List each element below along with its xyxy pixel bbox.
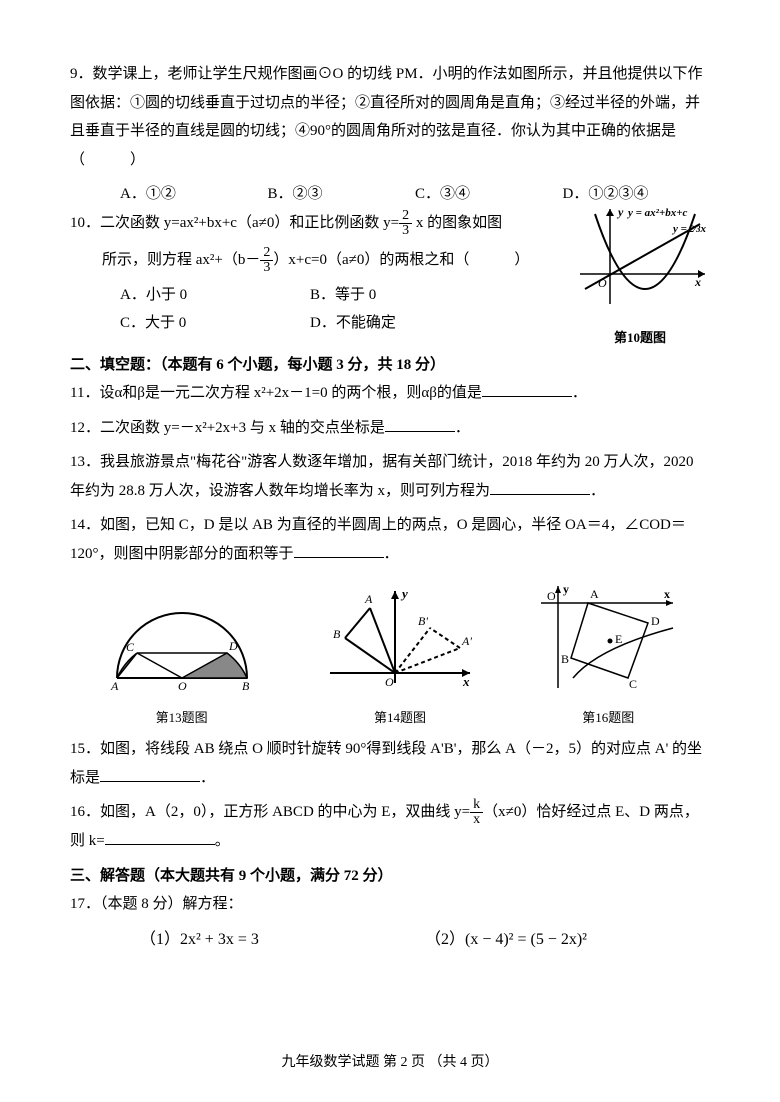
rotation-graph-icon: A B A' B' O x y	[320, 583, 480, 693]
q9-options: A．①② B．②③ C．③④ D．①②③④	[70, 180, 710, 209]
blank	[482, 381, 572, 397]
q10-line2b: ）x+c=0（a≠0）的两根之和（ ）	[273, 252, 529, 268]
q9-num: 9．	[70, 66, 93, 82]
fraction-2-3: 23	[260, 246, 273, 275]
blank	[294, 542, 384, 558]
question-15: 15．如图，将线段 AB 绕点 O 顺时针旋转 90°得到线段 A'B'，那么 …	[70, 735, 710, 792]
question-17: 17．（本题 8 分）解方程：	[70, 890, 710, 919]
svg-text:O: O	[385, 675, 394, 689]
svg-text:A': A'	[461, 634, 472, 648]
svg-text:B': B'	[418, 614, 428, 628]
q10-figure: O x y y = ax²+bx+c y = 2⁄3x 第10题图	[570, 204, 710, 351]
svg-text:C: C	[629, 677, 637, 691]
svg-text:O: O	[598, 276, 607, 290]
fig-14: A B A' B' O x y 第14题图	[320, 583, 480, 730]
blank	[105, 829, 215, 845]
blank	[100, 766, 200, 782]
q11-num: 11．	[70, 385, 99, 401]
question-13: 13．我县旅游景点"梅花谷"游客人数逐年增加，据有关部门统计，2018 年约为 …	[70, 448, 710, 505]
svg-text:y: y	[400, 586, 408, 601]
semicircle-shaded-icon: A B C D O	[97, 593, 267, 693]
svg-text:O: O	[178, 679, 187, 693]
q10-line1b: x 的图象如图	[412, 215, 502, 231]
fig-16: O A D C B E x y 第16题图	[533, 578, 683, 730]
fig16-caption: 第16题图	[533, 706, 683, 731]
q17-eq1: （1）2x² + 3x = 3	[140, 925, 425, 955]
question-14: 14．如图，已知 C，D 是以 AB 为直径的半圆周上的两点，O 是圆心，半径 …	[70, 511, 710, 568]
svg-text:O: O	[547, 589, 556, 603]
question-12: 12．二次函数 y=－x²+2x+3 与 x 轴的交点坐标是．	[70, 414, 710, 443]
q10-options: A．小于 0 C．大于 0 B．等于 0 D．不能确定	[70, 281, 500, 338]
q10-opt-a: A．小于 0	[120, 281, 310, 310]
svg-text:x: x	[694, 275, 701, 289]
fig14-caption: 第14题图	[320, 706, 480, 731]
q16-num: 16．	[70, 804, 100, 820]
svg-text:A: A	[590, 587, 599, 601]
q10-line1a: 二次函数 y=ax²+bx+c（a≠0）和正比例函数 y=	[100, 215, 399, 231]
q17-eq2: （2）(x − 4)² = (5 − 2x)²	[425, 925, 710, 955]
square-hyperbola-icon: O A D C B E x y	[533, 578, 683, 693]
q12-num: 12．	[70, 420, 100, 436]
q10-fig-caption: 第10题图	[570, 326, 710, 351]
svg-text:y = 2⁄3x: y = 2⁄3x	[671, 223, 707, 235]
fig13-caption: 第13题图	[97, 706, 267, 731]
page-footer: 九年级数学试题 第 2 页 （共 4 页）	[0, 1050, 780, 1077]
q15-num: 15．	[70, 741, 100, 757]
q10-line2a: 所示，则方程 ax²+（b－	[102, 252, 260, 268]
q12-text: 二次函数 y=－x²+2x+3 与 x 轴的交点坐标是	[100, 420, 385, 436]
q10-num: 10．	[70, 215, 100, 231]
svg-text:A: A	[364, 592, 373, 606]
q9-opt-b: B．②③	[268, 180, 416, 209]
q9-opt-c: C．③④	[415, 180, 563, 209]
section-3-title: 三、解答题（本大题共有 9 个小题，满分 72 分）	[70, 862, 710, 891]
blank	[385, 416, 455, 432]
q9-opt-d: D．①②③④	[563, 180, 711, 209]
q17-num: 17．	[70, 896, 100, 912]
parabola-graph-icon: O x y y = ax²+bx+c y = 2⁄3x	[570, 204, 710, 314]
fraction-k-x: kx	[470, 798, 483, 827]
figure-row: A B C D O 第13题图 A B A' B' O x y 第1	[70, 578, 710, 730]
q9-opt-a: A．①②	[120, 180, 268, 209]
fraction-2-3: 23	[399, 209, 412, 238]
q17-equations: （1）2x² + 3x = 3 （2）(x − 4)² = (5 − 2x)²	[70, 925, 710, 955]
svg-text:A: A	[110, 679, 119, 693]
svg-text:B: B	[333, 627, 341, 641]
question-9: 9．数学课上，老师让学生尺规作图画⊙O 的切线 PM．小明的作法如图所示，并且他…	[70, 60, 710, 174]
svg-text:B: B	[242, 679, 250, 693]
q13-num: 13．	[70, 454, 100, 470]
svg-text:x: x	[664, 587, 670, 601]
svg-text:C: C	[126, 640, 135, 654]
question-11: 11．设α和β是一元二次方程 x²+2x－1=0 的两个根，则αβ的值是．	[70, 379, 710, 408]
svg-text:E: E	[615, 632, 622, 646]
q10-opt-b: B．等于 0	[310, 281, 500, 310]
question-16: 16．如图，A（2，0），正方形 ABCD 的中心为 E，双曲线 y=kx（x≠…	[70, 798, 710, 856]
svg-text:D: D	[651, 614, 660, 628]
blank	[490, 479, 590, 495]
q17-text: （本题 8 分）解方程：	[100, 896, 243, 912]
svg-text:D: D	[228, 639, 238, 653]
q16-a: 如图，A（2，0），正方形 ABCD 的中心为 E，双曲线 y=	[100, 804, 470, 820]
fig-13: A B C D O 第13题图	[97, 593, 267, 730]
section-2-title: 二、填空题：（本题有 6 个小题，每小题 3 分，共 18 分）	[70, 351, 710, 380]
q10-opt-c: C．大于 0	[120, 309, 310, 338]
svg-text:B: B	[561, 652, 569, 666]
q14-num: 14．	[70, 517, 100, 533]
q10-opt-d: D．不能确定	[310, 309, 500, 338]
svg-text:y: y	[563, 582, 569, 596]
q9-text: 数学课上，老师让学生尺规作图画⊙O 的切线 PM．小明的作法如图所示，并且他提供…	[70, 66, 703, 168]
svg-text:x: x	[462, 674, 470, 689]
q11-text: 设α和β是一元二次方程 x²+2x－1=0 的两个根，则αβ的值是	[99, 385, 481, 401]
